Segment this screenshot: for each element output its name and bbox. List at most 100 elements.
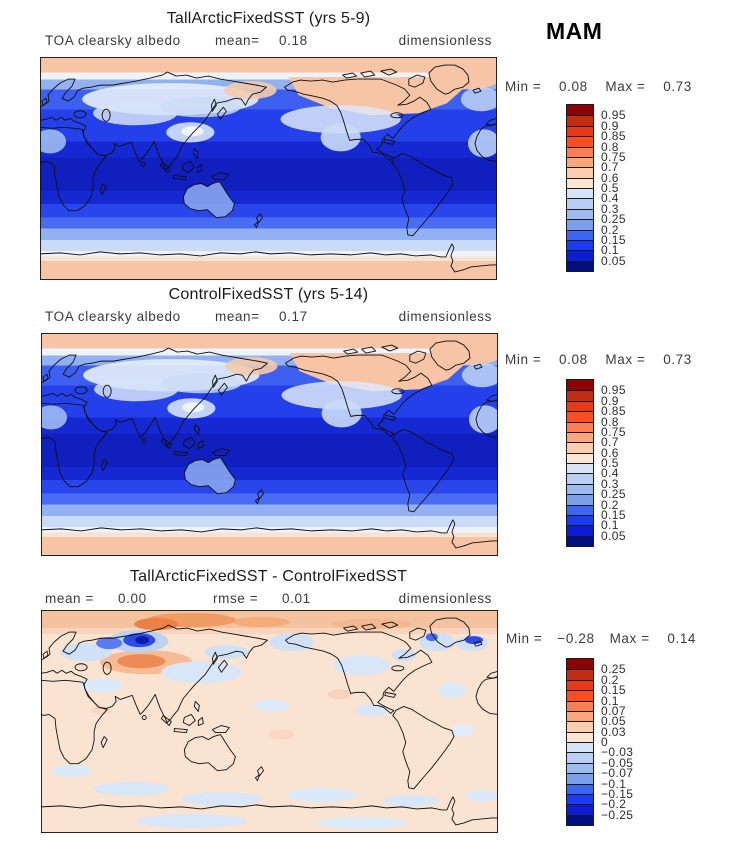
colorbar-cell <box>567 463 593 474</box>
colorbar-tick-label: 0.05 <box>601 714 626 729</box>
colorbar-cell <box>567 483 593 495</box>
panel3-minmax: Min = −0.28 Max = 0.14 <box>506 631 699 646</box>
colorbar-cell <box>567 762 593 774</box>
colorbar-tick-label: 0.75 <box>601 424 626 439</box>
colorbar-tick-label: 0.1 <box>601 518 619 533</box>
colorbar-tick-label: 0.7 <box>601 160 619 175</box>
colorbar-tick-label: −0.25 <box>601 807 634 822</box>
colorbar-cell <box>567 208 593 220</box>
panel2-map <box>41 333 498 556</box>
colorbar-cell <box>567 146 593 157</box>
panel3-title: TallArcticFixedSST - ControlFixedSST <box>129 568 408 585</box>
panel1-max-label: Max = <box>605 79 646 94</box>
colorbar-cell <box>567 198 593 209</box>
colorbar-cell <box>567 710 593 722</box>
panel3-mean-value: 0.00 <box>118 591 147 606</box>
colorbar-tick-label: 0.25 <box>601 662 626 677</box>
colorbar-tick-label: 0.1 <box>601 693 619 708</box>
panel3-mean-label: mean = <box>45 591 95 606</box>
colorbar-tick-label: 0.03 <box>601 724 626 739</box>
colorbar-tick-label: −0.2 <box>601 797 627 812</box>
colorbar-cell <box>567 219 593 230</box>
colorbar-cell <box>567 229 593 240</box>
panel3-max-value: 0.14 <box>667 631 697 646</box>
panel1-min-value: 0.08 <box>559 79 588 94</box>
colorbar-cell <box>567 167 593 178</box>
colorbar-tick-label: 0.25 <box>601 487 626 502</box>
colorbar-tick-label: 0.15 <box>601 232 626 247</box>
colorbar-tick-label: 0.05 <box>601 528 626 543</box>
colorbar-tick-label: 0.6 <box>601 170 619 185</box>
colorbar-cell <box>567 177 593 188</box>
colorbar-cell <box>567 731 593 742</box>
colorbar-tick-label: 0.25 <box>601 212 626 227</box>
colorbar-cell <box>567 742 593 753</box>
colorbar-tick-label: 0.07 <box>601 703 626 718</box>
colorbar-cell <box>567 804 593 815</box>
colorbar-cell <box>567 525 593 536</box>
colorbar-tick-label: 0.05 <box>601 253 626 268</box>
panel3-colorbar: 0.25 0.2 0.15 0.1 0.07 0.05 0.03 0 −0.03 −0.05 −0.… <box>566 658 633 826</box>
panel1-units-label: dimensionless <box>398 33 492 48</box>
panel3-rmse-label: rmse = <box>213 591 259 606</box>
panel1-title: TallArcticFixedSST (yrs 5-9) <box>166 10 371 27</box>
colorbar-cell <box>567 669 593 680</box>
colorbar-cell <box>567 679 593 691</box>
colorbar-cell <box>567 411 593 422</box>
colorbar-cell <box>567 535 593 546</box>
colorbar-tick-label: 0.85 <box>601 404 626 419</box>
panel3-map <box>41 610 498 833</box>
colorbar-tick-label: 0.4 <box>601 466 619 481</box>
panel3-max-label: Max = <box>609 631 650 646</box>
panel2-title: ControlFixedSST (yrs 5-14) <box>168 286 369 303</box>
colorbar-cell <box>567 494 593 505</box>
colorbar-tick-label: 0.4 <box>601 191 619 206</box>
colorbar-cell <box>567 188 593 199</box>
panel3-rmse-value: 0.01 <box>282 591 311 606</box>
colorbar-tick-label: 0 <box>601 735 609 749</box>
colorbar-tick-label: 0.75 <box>601 149 626 164</box>
colorbar-tick-label: 0.5 <box>601 181 619 195</box>
colorbar-tick-label: −0.1 <box>601 776 627 791</box>
colorbar-tick-label: 0.2 <box>601 222 619 237</box>
colorbar-tick-label: 0.2 <box>601 497 619 512</box>
colorbar-cell <box>567 721 593 732</box>
colorbar-cell <box>567 156 593 168</box>
colorbar-cell <box>567 783 593 794</box>
panel2-colorbar: 0.95 0.9 0.85 0.8 0.75 0.7 0.6 0.5 0.4 0.3 0.25 0.2… <box>566 379 626 547</box>
panel1-mean-label: mean= <box>215 33 260 48</box>
colorbar-cell <box>567 442 593 453</box>
colorbar-tick-label: 0.95 <box>601 108 626 123</box>
colorbar-cell <box>567 504 593 515</box>
colorbar-cell <box>567 400 593 412</box>
panel1-min-label: Min = <box>505 79 542 94</box>
colorbar-cell <box>567 659 593 670</box>
colorbar-cell <box>567 260 593 271</box>
panel1-colorbar: 0.95 0.9 0.85 0.8 0.75 0.7 0.6 0.5 0.4 0.3 0.25 0.2… <box>566 104 626 272</box>
colorbar-cell <box>567 239 593 251</box>
panel3-min-value: −0.28 <box>557 631 595 646</box>
colorbar-cell <box>567 690 593 701</box>
colorbar-tick-label: 0.8 <box>601 139 619 154</box>
colorbar-tick-label: −0.07 <box>601 766 634 781</box>
colorbar-cell <box>567 431 593 443</box>
panel2-min-label: Min = <box>505 352 542 367</box>
colorbar-tick-label: 0.15 <box>601 507 626 522</box>
season-label: MAM <box>546 18 603 44</box>
panel2-variable-label: TOA clearsky albedo <box>45 309 181 324</box>
colorbar-cell <box>567 473 593 484</box>
colorbar-cell <box>567 115 593 126</box>
colorbar-tick-label: 0.3 <box>601 476 619 491</box>
colorbar-tick-label: 0.3 <box>601 201 619 216</box>
colorbar-tick-label: 0.6 <box>601 445 619 460</box>
panel2-units-label: dimensionless <box>398 309 492 324</box>
colorbar-tick-label: −0.03 <box>601 745 634 760</box>
colorbar-cell <box>567 793 593 805</box>
colorbar-tick-label: −0.05 <box>601 755 634 770</box>
colorbar-cell <box>567 700 593 711</box>
colorbar-tick-label: −0.15 <box>601 786 634 801</box>
colorbar-tick-label: 0.5 <box>601 456 619 470</box>
colorbar-cell <box>567 773 593 784</box>
panel1-max-value: 0.73 <box>663 79 692 94</box>
